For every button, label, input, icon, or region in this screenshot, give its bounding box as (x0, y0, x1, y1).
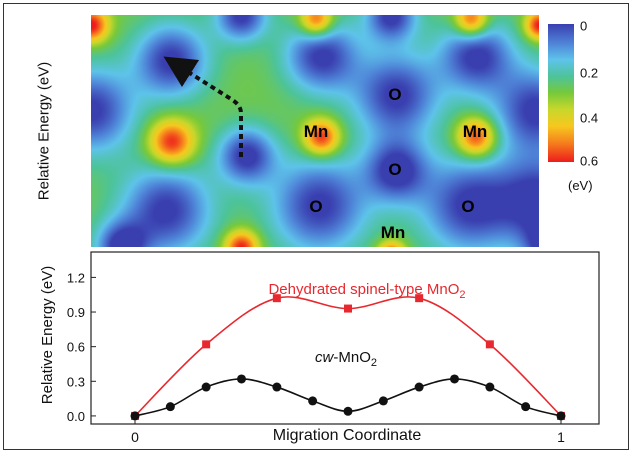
data-point-cw (343, 406, 353, 416)
colorbar-tick: 0.4 (580, 110, 599, 126)
atom-label-mn: Mn (462, 122, 488, 141)
y-tick-label: 0.6 (67, 340, 85, 355)
series-label-cw: cw-MnO2 (315, 349, 377, 369)
atom-label-o: O (388, 85, 402, 104)
data-point-spinel (344, 304, 352, 313)
figure-frame (3, 3, 629, 450)
colorbar-unit: (eV) (568, 178, 593, 193)
data-point-cw (485, 382, 495, 392)
x-tick-label: 0 (131, 429, 139, 445)
plot-frame (90, 251, 600, 425)
colorbar-tick: 0.6 (580, 153, 599, 169)
atom-label-mn: Mn (303, 122, 329, 141)
data-point-cw (308, 396, 318, 406)
atom-label-o: O (461, 197, 475, 216)
data-point-cw (272, 382, 282, 392)
atom-label-o: O (309, 197, 323, 216)
series (130, 294, 566, 421)
heatmap-canvas (91, 15, 539, 247)
line-x-axis-label: Migration Coordinate (272, 427, 422, 444)
atom-label-mn: Mn (380, 223, 406, 242)
data-point-spinel (202, 340, 211, 349)
data-point-spinel (485, 340, 494, 349)
data-point-spinel (272, 294, 281, 303)
data-point-cw (237, 374, 246, 384)
data-point-cw (556, 411, 566, 421)
data-point-cw (201, 382, 211, 392)
line-y-axis-label: Relative Energy (eV) (39, 266, 56, 404)
colorbar (548, 24, 574, 162)
colorbar-tick: 0 (580, 18, 588, 34)
data-point-cw (130, 411, 140, 421)
y-tick-label: 0.3 (67, 374, 85, 389)
series-label-spinel: Dehydrated spinel-type MnO2 (268, 281, 465, 301)
y-tick-label: 1.2 (67, 270, 85, 285)
data-point-cw (521, 402, 531, 412)
colorbar-tick: 0.2 (580, 65, 599, 81)
data-point-cw (414, 382, 424, 392)
data-point-cw (450, 374, 459, 384)
y-ticks: 0.0 0.3 0.6 0.9 1.2 (67, 270, 96, 424)
y-tick-label: 0.0 (67, 409, 85, 424)
energy-heatmap: O Mn Mn O O O Mn (91, 15, 539, 247)
x-tick-label: 1 (557, 429, 565, 445)
data-point-cw (378, 396, 388, 406)
data-point-cw (165, 402, 175, 412)
data-point-spinel (415, 294, 424, 303)
atom-label-o: O (388, 160, 402, 179)
y-tick-label: 0.9 (67, 305, 85, 320)
